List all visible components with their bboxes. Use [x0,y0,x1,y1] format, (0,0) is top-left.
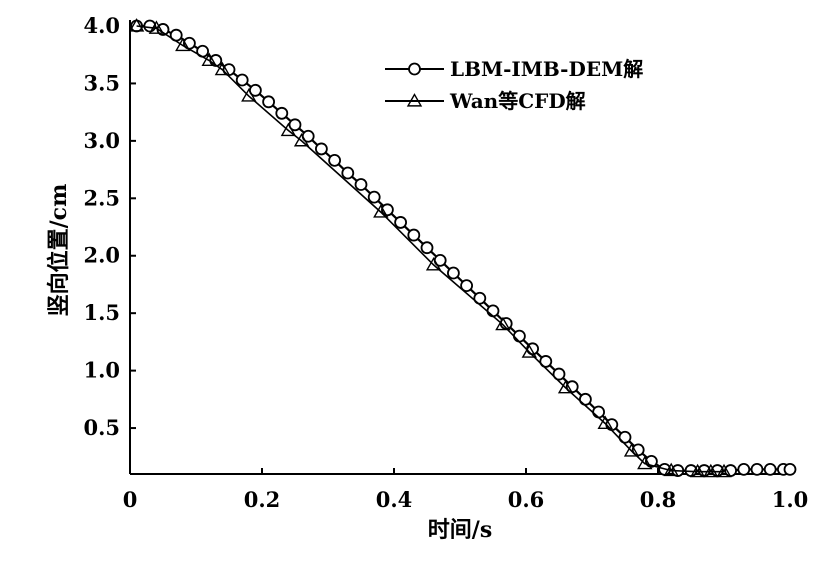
triangle-data-point [214,61,231,76]
circle-data-point [460,279,474,293]
circle-data-point [552,367,566,381]
x-axis-label: 时间/s [428,517,492,543]
circle-data-point [737,463,751,476]
triangle-data-point [689,463,706,478]
x-tick-label: 0.8 [640,487,677,512]
y-tick-label: 0.5 [83,415,120,440]
y-tick-label: 1.5 [83,300,120,325]
triangle-data-point [597,415,613,430]
series-2 [128,18,732,478]
triangle-data-point [241,88,257,102]
triangle-data-point [425,257,442,271]
triangle-data-point [201,52,217,67]
y-tick-label: 2.5 [83,185,120,210]
triangle-data-point [373,204,389,218]
x-tick-label: 0.4 [376,487,413,512]
series-layer [128,18,797,478]
series-line [136,25,724,473]
triangle-data-point [495,316,511,331]
circle-data-point [486,304,500,318]
y-tick-label: 3.0 [83,128,120,153]
legend-label: LBM-IMB-DEM解 [450,57,643,81]
legend-label: Wan等CFD解 [449,89,586,113]
circle-data-point [262,95,276,109]
triangle-data-point [557,379,574,394]
circle-data-point [394,216,408,229]
x-axis-ticks: 0 0.2 0.4 0.6 0.8 1.0 [123,468,809,512]
x-tick-label: 1.0 [772,487,809,512]
triangle-data-point [663,462,679,477]
circle-data-point [750,463,764,476]
y-tick-label: 3.5 [83,70,120,95]
legend: LBM-IMB-DEM解 Wan等CFD解 [385,57,643,113]
x-tick-label: 0.6 [508,487,545,512]
circle-data-point [328,153,342,167]
triangle-data-point [703,463,719,478]
triangle-data-point [280,122,297,137]
triangle-data-point [148,20,165,34]
triangle-data-point [623,443,640,457]
legend-marker [408,62,421,76]
circle-data-point [513,329,526,343]
y-axis-label: 竖向位置/cm [46,184,72,317]
circle-data-point [314,142,328,156]
circle-data-point [354,178,368,191]
triangle-data-point [521,344,538,358]
triangle-data-point [128,18,145,32]
circle-data-point [592,405,605,419]
circle-data-point [783,463,797,476]
circle-data-point [446,266,460,280]
y-tick-label: 2.0 [83,243,120,268]
triangle-data-point [637,455,653,470]
triangle-data-point [175,37,191,52]
circle-data-point [275,106,289,120]
x-tick-label: 0.2 [244,487,281,512]
triangle-data-point [716,463,732,478]
x-tick-label: 0 [123,487,138,512]
y-tick-label: 1.0 [83,358,120,383]
circle-data-point [539,355,553,368]
triangle-data-point [293,132,310,147]
circle-data-point [341,166,355,180]
circle-data-point [763,463,777,476]
circle-data-point [407,228,421,242]
legend-marker [406,93,423,107]
circle-data-point [420,241,434,255]
y-axis-ticks: 4.0 3.5 3.0 2.5 2.0 1.5 1.0 0.5 [83,13,136,440]
circle-data-point [235,73,249,87]
y-tick-label: 4.0 [83,13,120,38]
circle-data-point [367,190,381,204]
